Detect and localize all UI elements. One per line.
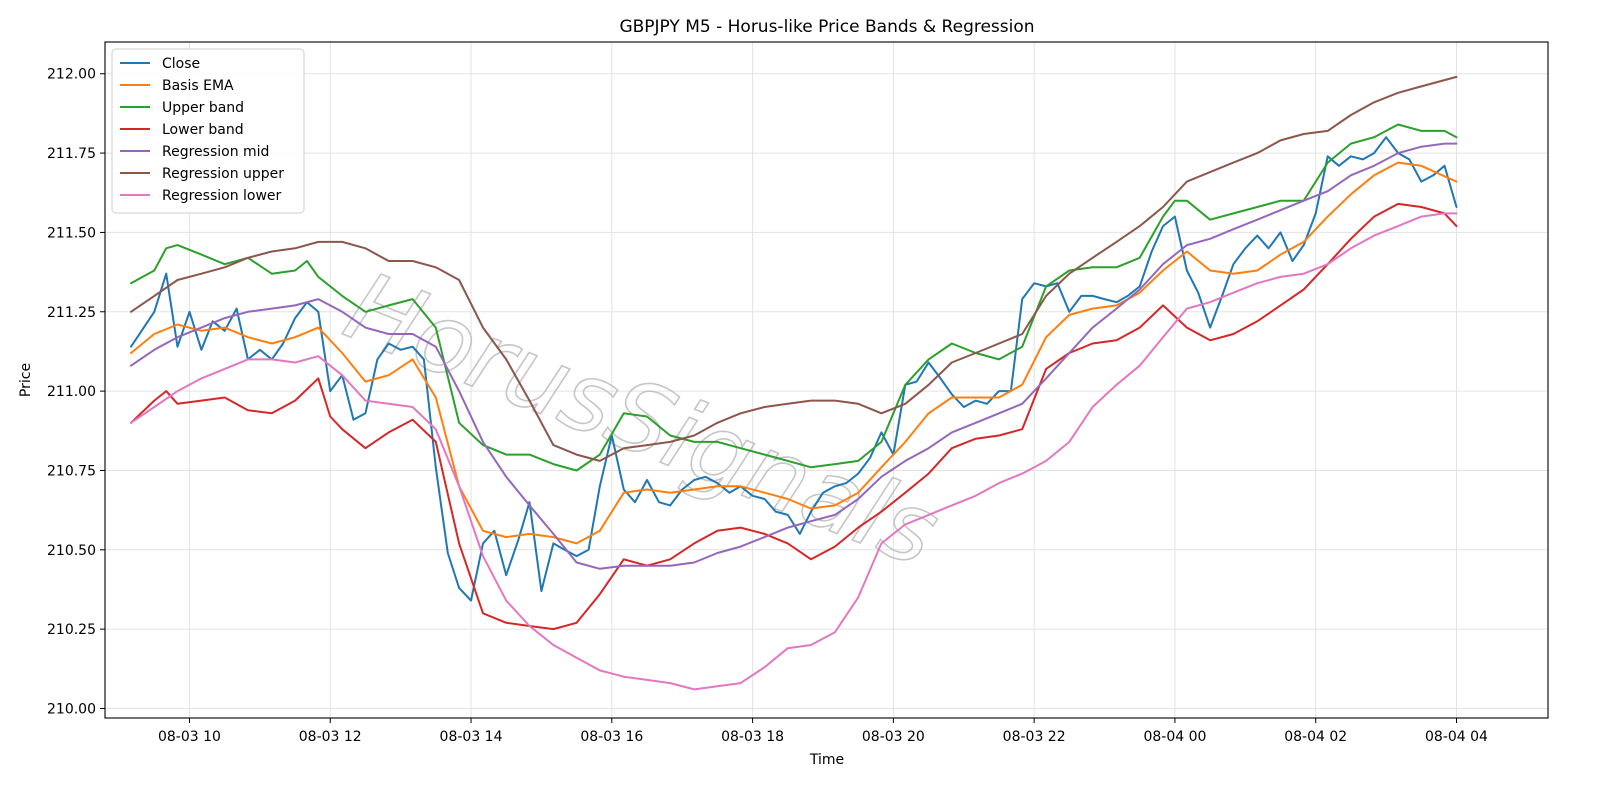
series-regression-lower bbox=[130, 212, 1458, 691]
y-tick-label: 211.75 bbox=[47, 146, 96, 162]
legend-label: Regression mid bbox=[162, 144, 269, 160]
series-regression-mid bbox=[130, 142, 1458, 570]
x-axis-title: Time bbox=[809, 752, 844, 768]
x-tick-label: 08-03 22 bbox=[1003, 729, 1066, 745]
y-tick-label: 210.25 bbox=[47, 622, 96, 638]
x-tick-label: 08-03 14 bbox=[440, 729, 503, 745]
grid bbox=[105, 42, 1548, 718]
x-tick-label: 08-03 18 bbox=[721, 729, 784, 745]
series-close bbox=[130, 136, 1458, 602]
x-tick-label: 08-03 10 bbox=[158, 729, 221, 745]
series-regression-upper bbox=[130, 75, 1458, 462]
y-tick-label: 210.00 bbox=[47, 701, 96, 717]
y-tick-label: 210.75 bbox=[47, 463, 96, 479]
y-tick-label: 211.25 bbox=[47, 305, 96, 321]
chart-title: GBPJPY M5 - Horus-like Price Bands & Reg… bbox=[619, 17, 1034, 37]
legend-label: Regression upper bbox=[162, 166, 284, 182]
y-tick-label: 210.50 bbox=[47, 543, 96, 559]
x-tick-label: 08-03 16 bbox=[580, 729, 643, 745]
series-upper-band bbox=[130, 123, 1458, 472]
series-lower-band bbox=[130, 202, 1458, 631]
y-axis: 210.00 210.25 210.50 210.75 211.00 211.25 211.… bbox=[47, 67, 105, 717]
legend-label: Close bbox=[162, 56, 200, 72]
legend-label: Lower band bbox=[162, 122, 244, 138]
x-tick-label: 08-03 20 bbox=[862, 729, 925, 745]
legend-label: Regression lower bbox=[162, 188, 282, 204]
legend-box bbox=[111, 48, 305, 214]
series-basis-ema bbox=[130, 161, 1458, 545]
y-axis-title: Price bbox=[18, 363, 34, 397]
x-tick-label: 08-03 12 bbox=[299, 729, 362, 745]
legend-label: Upper band bbox=[162, 100, 244, 116]
legend-label: Basis EMA bbox=[162, 78, 234, 94]
x-tick-label: 08-04 02 bbox=[1284, 729, 1347, 745]
y-tick-label: 212.00 bbox=[47, 67, 96, 83]
legend: Close Basis EMA Upper band Lower band Regres… bbox=[111, 48, 305, 214]
x-axis: 08-03 10 08-03 12 08-03 14 08-03 16 08-03 18… bbox=[158, 718, 1488, 745]
x-tick-label: 08-04 04 bbox=[1425, 729, 1488, 745]
x-tick-label: 08-04 00 bbox=[1143, 729, 1206, 745]
y-tick-label: 211.50 bbox=[47, 225, 96, 241]
series-layer bbox=[130, 75, 1458, 691]
plot-frame bbox=[104, 41, 1549, 719]
y-tick-label: 211.00 bbox=[47, 384, 96, 400]
